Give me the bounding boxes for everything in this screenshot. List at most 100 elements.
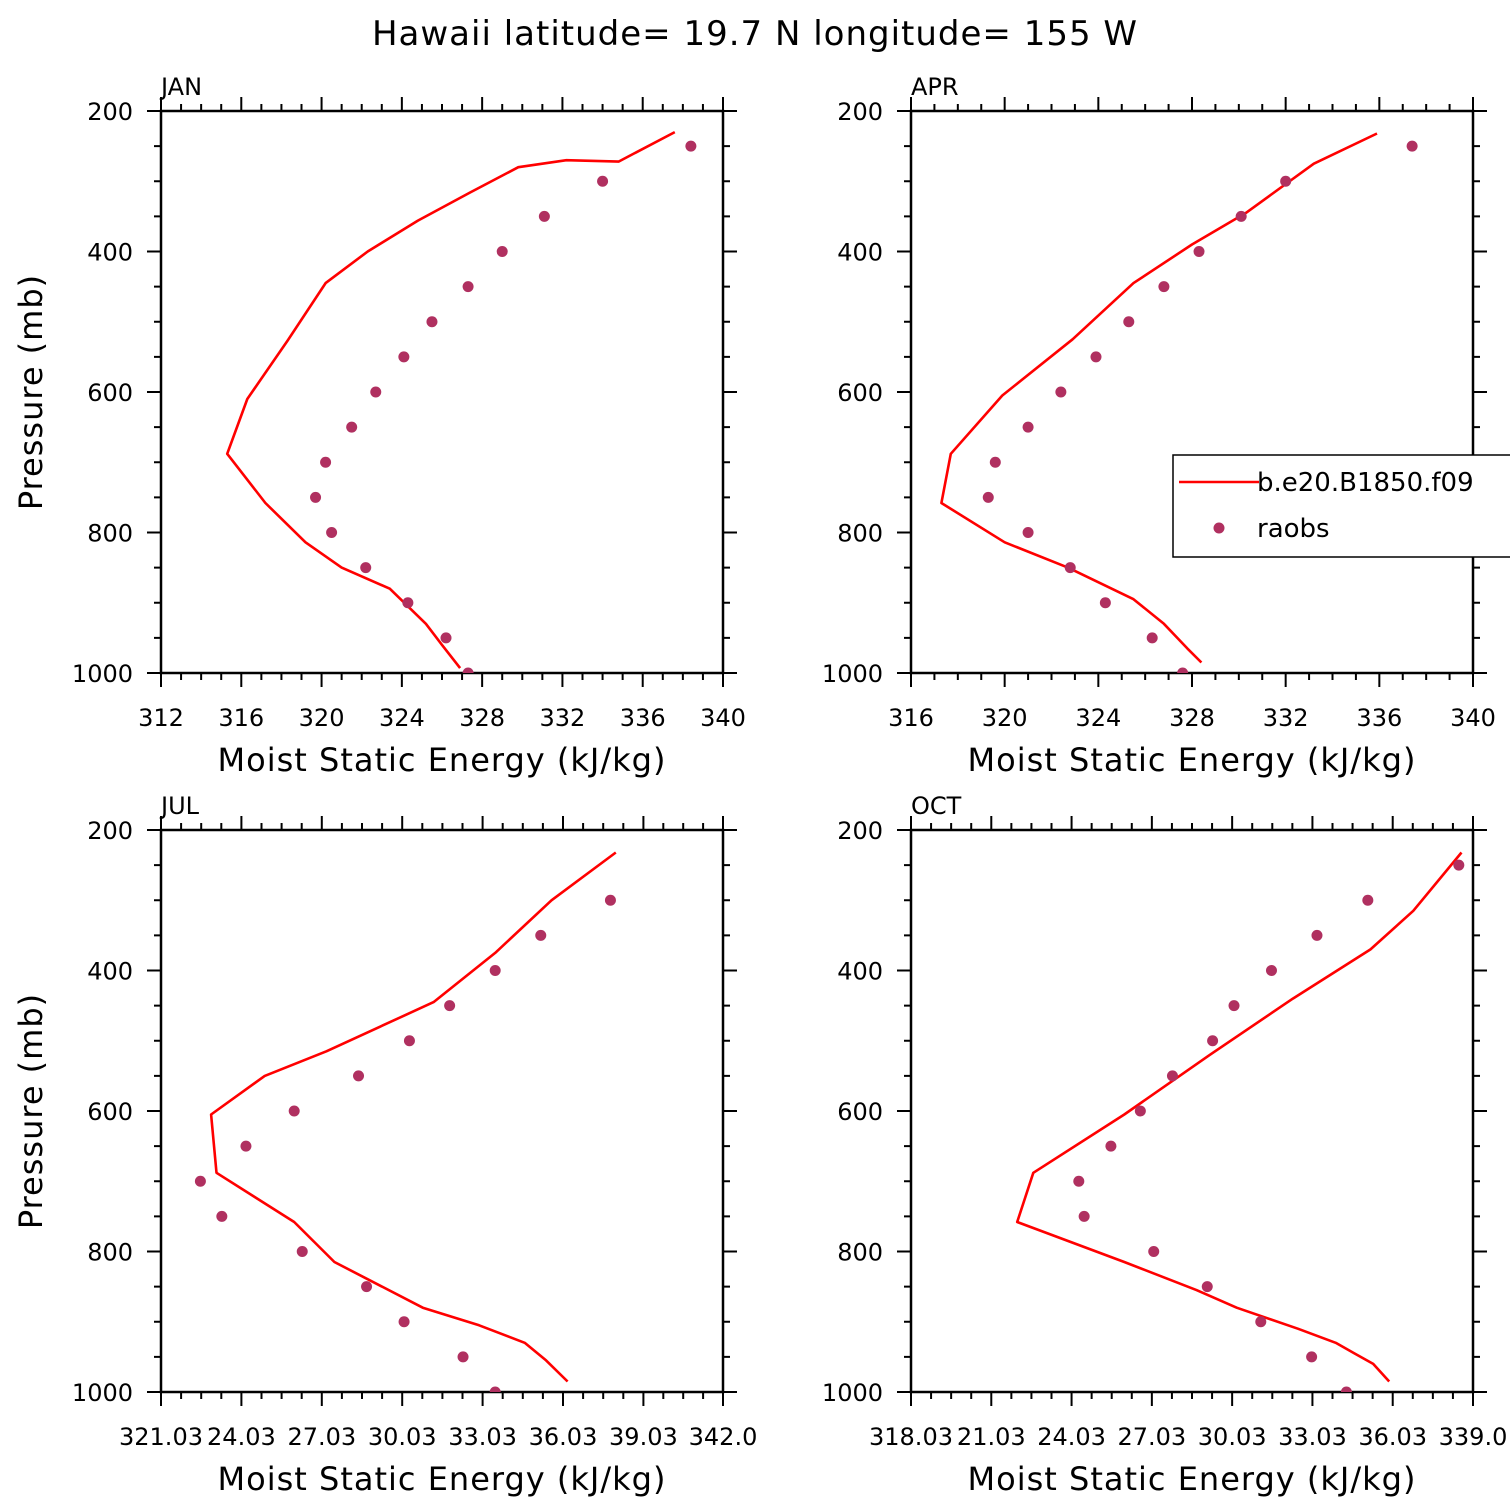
raobs-point xyxy=(360,562,372,574)
raobs-point xyxy=(604,894,616,906)
raobs-point xyxy=(320,456,332,468)
x-tick-label: 320 xyxy=(299,704,345,732)
x-tick-label: 24.03 xyxy=(1037,1423,1106,1451)
raobs-point xyxy=(1090,351,1102,363)
raobs-point xyxy=(440,632,452,644)
y-tick-label: 400 xyxy=(837,958,883,986)
y-tick-label: 600 xyxy=(837,1098,883,1126)
raobs-point xyxy=(1201,1281,1213,1293)
raobs-point xyxy=(538,210,550,222)
model-line xyxy=(209,851,617,1383)
raobs-point xyxy=(1055,386,1067,398)
plot-frame xyxy=(159,109,725,675)
x-tick-label: 27.03 xyxy=(1117,1423,1186,1451)
raobs-point xyxy=(1146,632,1158,644)
raobs-point xyxy=(1099,597,1111,609)
x-tick-label: 336 xyxy=(620,704,666,732)
x-tick-label: 30.03 xyxy=(1198,1423,1267,1451)
model-line xyxy=(1015,851,1463,1383)
x-tick-label: 340 xyxy=(1450,704,1496,732)
raobs-point xyxy=(194,1175,206,1187)
raobs-point xyxy=(1022,527,1034,538)
x-tick-label: 316 xyxy=(888,704,934,732)
raobs-point xyxy=(398,1316,410,1328)
raobs-point xyxy=(1123,316,1135,328)
raobs-point xyxy=(402,597,414,609)
x-tick-label: 339.0 xyxy=(1439,1423,1508,1451)
legend-label-raobs: raobs xyxy=(1257,514,1330,544)
raobs-point xyxy=(462,667,474,673)
legend-label-model: b.e20.B1850.f09 xyxy=(1257,468,1474,498)
x-tick-label: 336 xyxy=(1356,704,1402,732)
y-tick-label: 800 xyxy=(837,520,883,548)
raobs-point xyxy=(444,1000,456,1012)
x-tick-label: 316 xyxy=(218,704,264,732)
raobs-point xyxy=(489,1386,501,1392)
plot-area xyxy=(225,130,697,673)
panel-label: APR xyxy=(911,73,959,101)
legend-marker-swatch xyxy=(1213,522,1225,534)
x-tick-label: 342.0 xyxy=(689,1423,758,1451)
x-axis-title: Moist Static Energy (kJ/kg) xyxy=(968,1460,1417,1498)
x-axis-title: Moist Static Energy (kJ/kg) xyxy=(218,1460,667,1498)
panel-label: JAN xyxy=(159,73,202,101)
y-tick-label: 200 xyxy=(837,98,883,126)
raobs-point xyxy=(426,316,438,328)
raobs-point xyxy=(1177,667,1189,673)
panel-jul: JUL 200 400 600 800 1000 321.03 24.03 27.03 30.03… xyxy=(12,792,757,1498)
raobs-point xyxy=(1134,1105,1146,1117)
y-tick-label: 200 xyxy=(87,98,133,126)
raobs-point xyxy=(1193,246,1205,257)
raobs-point xyxy=(982,491,994,503)
raobs-point xyxy=(1064,562,1076,574)
raobs-point xyxy=(1235,210,1247,222)
x-tick-label: 321.03 xyxy=(119,1423,203,1451)
plot-area xyxy=(940,132,1418,673)
y-tick-label: 1000 xyxy=(72,660,133,688)
y-axis-title: Pressure (mb) xyxy=(12,993,50,1229)
raobs-point xyxy=(370,386,382,398)
x-tick-label: 324 xyxy=(1075,704,1121,732)
raobs-point xyxy=(1255,1316,1267,1328)
x-axis-title: Moist Static Energy (kJ/kg) xyxy=(968,741,1417,779)
y-tick-label: 1000 xyxy=(72,1379,133,1407)
raobs-point xyxy=(1265,965,1277,976)
raobs-point xyxy=(1228,1000,1240,1012)
legend-box xyxy=(1172,454,1510,558)
x-tick-label: 24.03 xyxy=(207,1423,276,1451)
x-tick-label: 332 xyxy=(1263,704,1309,732)
y-tick-label: 200 xyxy=(87,817,133,845)
model-line xyxy=(940,132,1378,664)
raobs-point xyxy=(462,281,474,293)
raobs-point xyxy=(496,246,508,257)
y-tick-label: 600 xyxy=(87,379,133,407)
model-line xyxy=(225,130,676,669)
raobs-point xyxy=(1105,1140,1117,1152)
raobs-point xyxy=(457,1351,469,1363)
y-tick-label: 1000 xyxy=(822,660,883,688)
panel-label: OCT xyxy=(911,792,962,820)
raobs-point xyxy=(288,1105,300,1117)
x-tick-label: 328 xyxy=(1169,704,1215,732)
x-tick-label: 36.03 xyxy=(1358,1423,1427,1451)
x-tick-label: 324 xyxy=(379,704,425,732)
x-tick-label: 312 xyxy=(138,704,184,732)
y-tick-label: 1000 xyxy=(822,1379,883,1407)
x-tick-label: 332 xyxy=(540,704,586,732)
y-tick-label: 400 xyxy=(87,239,133,267)
legend: b.e20.B1850.f09 raobs xyxy=(1172,454,1510,558)
raobs-point xyxy=(1280,175,1292,187)
raobs-point xyxy=(1207,1035,1219,1047)
x-tick-label: 36.03 xyxy=(529,1423,598,1451)
x-tick-label: 33.03 xyxy=(448,1423,517,1451)
raobs-point xyxy=(296,1246,308,1257)
raobs-point xyxy=(1022,421,1034,433)
plot-frame xyxy=(909,828,1475,1394)
raobs-point xyxy=(597,175,609,187)
x-tick-label: 328 xyxy=(459,704,505,732)
raobs-point xyxy=(216,1210,228,1222)
raobs-point xyxy=(403,1035,415,1047)
plot-area xyxy=(194,851,617,1392)
